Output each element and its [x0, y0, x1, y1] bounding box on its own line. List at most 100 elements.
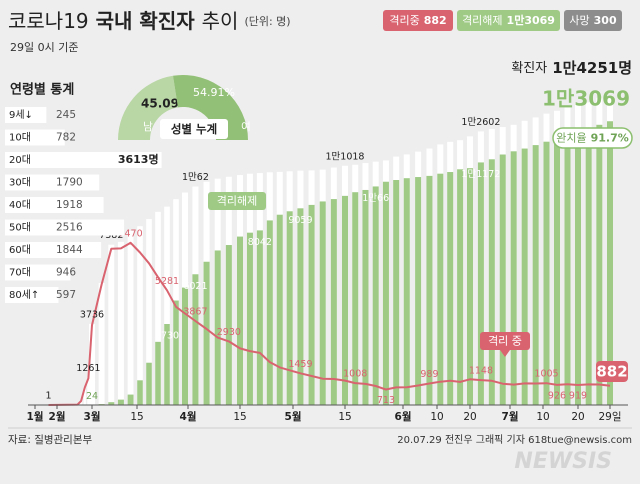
- age-category: 80세↑: [9, 289, 39, 301]
- bar: [155, 341, 161, 405]
- x-tick-label: 20: [463, 411, 476, 423]
- released-label: 24: [86, 391, 98, 402]
- gender-segment: [173, 75, 248, 140]
- confirmed-label: 1만2602: [461, 117, 500, 128]
- age-bar: [5, 219, 125, 236]
- bar: [437, 173, 444, 405]
- age-value: 1918: [56, 199, 83, 211]
- bar: [499, 154, 506, 405]
- gender-category: 남: [143, 121, 153, 133]
- gender-category: 여: [241, 121, 251, 133]
- x-tick-label: 2월: [49, 410, 66, 423]
- released-tag: 격리해제: [217, 194, 257, 208]
- bar: [146, 219, 152, 405]
- isolated-label: 5281: [155, 276, 179, 287]
- credit: 20.07.29 전진우 그래픽 기자 618tue@newsis.com: [397, 434, 632, 446]
- summary-box: [564, 10, 622, 31]
- bar: [554, 137, 560, 406]
- age-value: 946: [56, 267, 76, 279]
- current-isolated: 882: [596, 363, 627, 381]
- x-tick-label: 3월: [84, 410, 101, 423]
- summary-text: 사망 300: [569, 14, 617, 27]
- x-tick-label: 10: [536, 411, 549, 423]
- bar: [319, 201, 326, 405]
- bar: [352, 192, 359, 405]
- unit: (단위: 명): [244, 15, 290, 28]
- bar: [372, 186, 379, 405]
- bar: [117, 399, 124, 405]
- summary-text: 격리중 882: [389, 14, 446, 27]
- gender-title-box: [160, 119, 228, 139]
- panel-layer: 연령별 통계 9세↓ 245 10대 782 20대 3613명 30대 1790 40대 1918…: [5, 75, 251, 303]
- bar: [182, 287, 188, 405]
- age-title: 연령별 통계: [10, 82, 74, 98]
- bar: [575, 131, 581, 405]
- bar: [403, 178, 410, 405]
- x-tick-label: 1월: [27, 410, 44, 423]
- summary-text: 격리해제 1만3069: [462, 13, 555, 27]
- bar: [83, 386, 86, 405]
- bar: [108, 402, 115, 405]
- bar: [108, 244, 115, 405]
- isolated-tag: 격리 중: [488, 335, 522, 348]
- isolated-label: 926: [548, 390, 566, 401]
- gender-title: 성별 누계: [171, 122, 217, 136]
- bar: [342, 195, 348, 405]
- x-tick-label: 15: [338, 411, 351, 423]
- bar: [447, 172, 454, 405]
- bar: [80, 400, 83, 405]
- released-label: 1만1172: [461, 169, 500, 180]
- bar: [415, 177, 422, 405]
- title-main: 국내 확진자: [96, 9, 196, 33]
- as-of: 29일 0시 기준: [10, 40, 78, 54]
- bar: [214, 250, 221, 405]
- x-tick-label: 5월: [285, 410, 302, 423]
- bar: [117, 241, 124, 405]
- age-bar: [5, 107, 47, 123]
- summary-box: [457, 10, 560, 31]
- isolated-label: 1148: [469, 366, 493, 377]
- summary-value: 1만3069: [507, 13, 555, 27]
- title-suffix: 추이: [202, 9, 239, 33]
- bar: [173, 300, 179, 405]
- total-value: 1만4251명: [552, 59, 632, 77]
- age-category: 30대: [9, 177, 31, 189]
- isolated-label: 7470: [118, 228, 142, 239]
- released-label: 6021: [183, 281, 207, 292]
- recovery-value: 91.7%: [591, 132, 629, 145]
- isolated-tag-box: [480, 332, 530, 350]
- age-value: 2516: [56, 222, 83, 234]
- x-tick-label: 29일: [598, 410, 621, 423]
- bar: [477, 162, 484, 405]
- bar: [98, 282, 105, 405]
- isolated-label: 1008: [343, 369, 367, 380]
- x-tick-label: 4월: [180, 410, 197, 423]
- bar: [225, 245, 232, 405]
- total-released: 1만3069: [542, 87, 630, 111]
- bar: [607, 121, 613, 405]
- recovery-label: 완치율: [556, 132, 586, 145]
- confirmed-label: 7382: [99, 230, 123, 241]
- summary-name: 격리중: [389, 14, 419, 27]
- bar: [426, 175, 433, 405]
- bar: [256, 230, 263, 405]
- age-value: 1790: [56, 177, 83, 189]
- isolated-label: 919: [569, 391, 587, 402]
- gender-value: 45.09: [141, 97, 179, 111]
- summary-value: 882: [424, 14, 447, 27]
- bar: [596, 124, 603, 405]
- bar: [532, 145, 539, 405]
- age-bar: [5, 129, 65, 146]
- label-layer: 1 1261 3736 7382 1만62 1만1018 1만2602 확진자 1만4251명 2…: [45, 59, 633, 406]
- summary-box: [383, 10, 453, 31]
- x-tick-label: 6월: [395, 410, 412, 423]
- bar: [137, 226, 143, 405]
- bar: [564, 134, 571, 405]
- bar: [146, 362, 152, 405]
- bar: [521, 148, 528, 406]
- line-layer: [48, 241, 611, 406]
- gender-value: 54.91%: [193, 86, 235, 99]
- bar: [127, 394, 134, 405]
- isolated-label: 1005: [534, 369, 558, 380]
